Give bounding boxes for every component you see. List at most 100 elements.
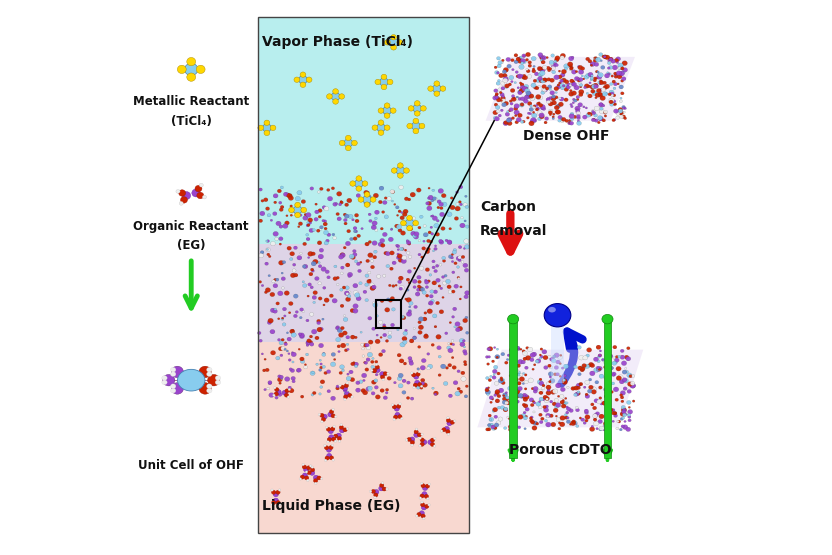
Ellipse shape (542, 78, 547, 82)
Ellipse shape (628, 419, 631, 422)
Ellipse shape (612, 374, 615, 376)
Ellipse shape (545, 405, 548, 408)
Ellipse shape (349, 370, 353, 374)
Ellipse shape (310, 342, 314, 346)
Ellipse shape (383, 200, 387, 204)
Ellipse shape (565, 84, 567, 87)
Ellipse shape (409, 437, 415, 442)
Ellipse shape (319, 344, 324, 348)
Ellipse shape (369, 279, 371, 281)
Ellipse shape (260, 251, 264, 254)
Ellipse shape (585, 364, 590, 369)
Ellipse shape (344, 291, 349, 295)
Ellipse shape (518, 97, 522, 100)
Ellipse shape (613, 414, 617, 417)
Ellipse shape (280, 354, 283, 357)
Ellipse shape (487, 393, 489, 396)
Ellipse shape (487, 428, 491, 431)
Ellipse shape (276, 490, 280, 495)
Ellipse shape (439, 212, 444, 216)
Ellipse shape (384, 372, 388, 376)
Ellipse shape (526, 52, 531, 57)
Ellipse shape (550, 62, 553, 65)
Ellipse shape (434, 393, 437, 396)
Ellipse shape (336, 385, 339, 388)
Ellipse shape (268, 255, 271, 258)
Ellipse shape (425, 484, 429, 488)
Ellipse shape (453, 326, 456, 328)
Ellipse shape (489, 375, 493, 377)
Ellipse shape (433, 437, 436, 440)
Ellipse shape (537, 102, 540, 105)
Ellipse shape (442, 428, 446, 432)
Ellipse shape (396, 225, 402, 229)
Ellipse shape (529, 398, 534, 402)
Ellipse shape (588, 112, 592, 116)
Ellipse shape (409, 105, 414, 111)
Ellipse shape (539, 113, 544, 118)
Ellipse shape (500, 96, 505, 100)
Ellipse shape (310, 471, 314, 475)
Ellipse shape (279, 347, 283, 351)
Ellipse shape (298, 226, 300, 228)
Ellipse shape (385, 391, 388, 394)
Ellipse shape (334, 434, 338, 438)
Ellipse shape (622, 425, 628, 430)
Ellipse shape (524, 84, 528, 88)
Ellipse shape (296, 368, 301, 372)
Ellipse shape (602, 119, 606, 122)
Ellipse shape (396, 245, 400, 248)
Ellipse shape (339, 203, 342, 206)
Ellipse shape (487, 347, 491, 351)
Ellipse shape (325, 456, 329, 460)
Ellipse shape (350, 255, 355, 260)
Ellipse shape (503, 73, 508, 78)
Ellipse shape (624, 355, 629, 359)
Polygon shape (486, 57, 635, 121)
Ellipse shape (609, 98, 614, 103)
Ellipse shape (464, 220, 466, 222)
Ellipse shape (282, 261, 285, 264)
Ellipse shape (199, 382, 211, 394)
Ellipse shape (607, 67, 610, 69)
Ellipse shape (530, 403, 534, 407)
Ellipse shape (446, 430, 450, 433)
Ellipse shape (370, 197, 376, 202)
Ellipse shape (363, 195, 371, 204)
Ellipse shape (334, 359, 336, 361)
Ellipse shape (443, 381, 448, 386)
Ellipse shape (569, 69, 572, 71)
Ellipse shape (618, 110, 624, 115)
Ellipse shape (418, 286, 423, 290)
Ellipse shape (308, 251, 313, 256)
Ellipse shape (542, 384, 545, 387)
Ellipse shape (433, 391, 438, 395)
Ellipse shape (567, 417, 569, 419)
Ellipse shape (576, 408, 580, 412)
Ellipse shape (619, 380, 624, 384)
Ellipse shape (344, 139, 353, 147)
Ellipse shape (378, 242, 383, 246)
Ellipse shape (551, 96, 556, 101)
Ellipse shape (524, 366, 528, 370)
Ellipse shape (527, 60, 532, 64)
Ellipse shape (284, 192, 289, 196)
Ellipse shape (557, 75, 562, 79)
Ellipse shape (516, 392, 519, 395)
Ellipse shape (344, 392, 349, 396)
Ellipse shape (511, 59, 514, 62)
Ellipse shape (354, 336, 357, 339)
Ellipse shape (582, 106, 585, 108)
Bar (258, 244, 468, 342)
Ellipse shape (592, 406, 597, 410)
Ellipse shape (304, 467, 309, 472)
Ellipse shape (432, 216, 438, 220)
Ellipse shape (206, 388, 212, 393)
Ellipse shape (587, 389, 592, 393)
Ellipse shape (345, 241, 350, 246)
Ellipse shape (528, 378, 533, 383)
Ellipse shape (414, 235, 418, 239)
Ellipse shape (427, 367, 430, 370)
Ellipse shape (548, 88, 552, 90)
Ellipse shape (415, 514, 418, 517)
